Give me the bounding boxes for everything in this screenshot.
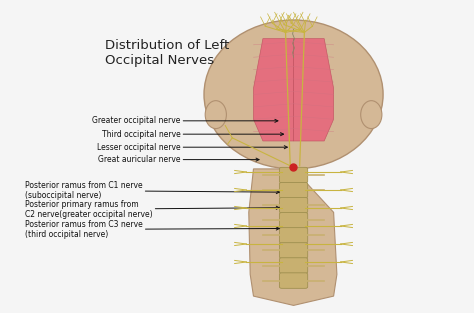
FancyBboxPatch shape bbox=[279, 258, 308, 273]
Text: Posterior primary ramus from
C2 nerve(greater occipital nerve): Posterior primary ramus from C2 nerve(gr… bbox=[25, 200, 279, 219]
Polygon shape bbox=[249, 169, 337, 305]
FancyBboxPatch shape bbox=[279, 198, 308, 213]
FancyBboxPatch shape bbox=[279, 228, 308, 243]
Polygon shape bbox=[293, 38, 334, 141]
Text: Posterior ramus from C1 nerve
(suboccipital nerve): Posterior ramus from C1 nerve (suboccipi… bbox=[25, 181, 279, 200]
Text: Posterior ramus from C3 nerve
(third occipital nerve): Posterior ramus from C3 nerve (third occ… bbox=[25, 220, 279, 239]
Ellipse shape bbox=[204, 20, 383, 169]
Text: Distribution of Left
Occipital Nerves: Distribution of Left Occipital Nerves bbox=[105, 38, 229, 67]
Text: Great auricular nerve: Great auricular nerve bbox=[98, 155, 259, 164]
FancyBboxPatch shape bbox=[279, 167, 308, 183]
Ellipse shape bbox=[205, 101, 227, 129]
Text: Lesser occipital nerve: Lesser occipital nerve bbox=[97, 143, 287, 152]
FancyBboxPatch shape bbox=[279, 182, 308, 198]
Polygon shape bbox=[254, 38, 293, 141]
FancyBboxPatch shape bbox=[279, 273, 308, 288]
Text: Third occipital nerve: Third occipital nerve bbox=[102, 130, 283, 139]
Text: Greater occipital nerve: Greater occipital nerve bbox=[92, 116, 278, 125]
FancyBboxPatch shape bbox=[279, 243, 308, 258]
FancyBboxPatch shape bbox=[279, 213, 308, 228]
Ellipse shape bbox=[361, 101, 382, 129]
